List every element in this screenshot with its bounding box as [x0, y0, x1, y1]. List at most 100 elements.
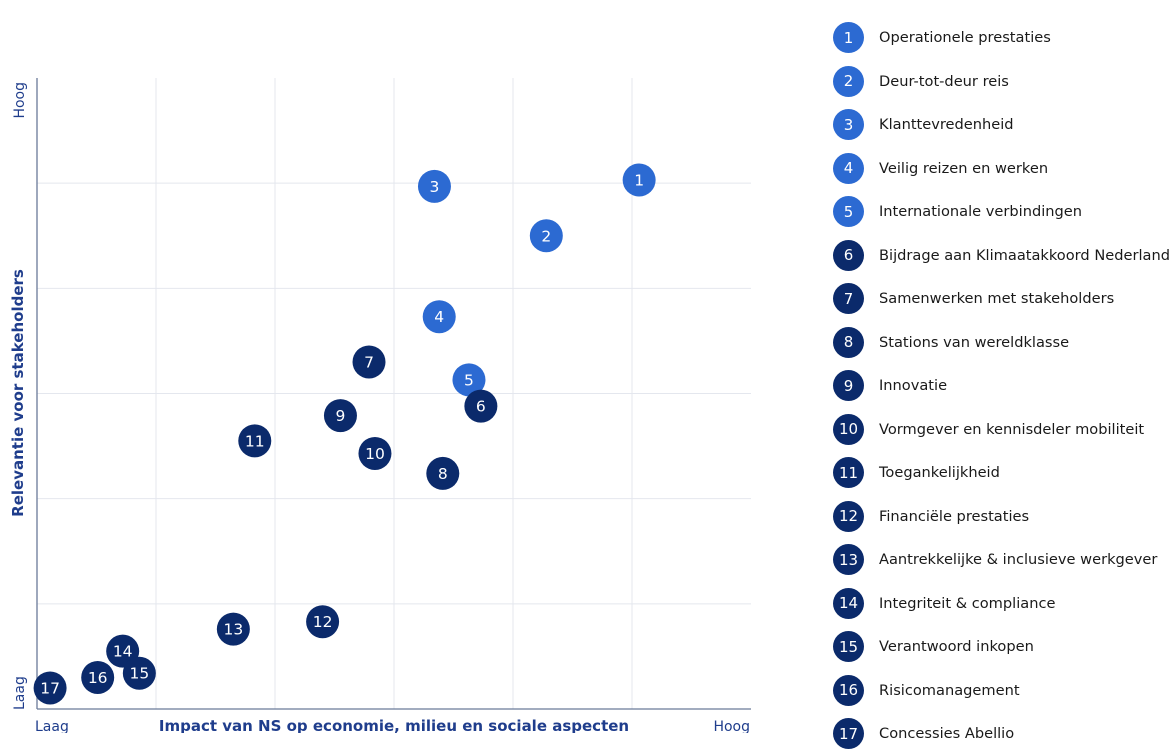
legend-label: Klanttevredenheid: [879, 116, 1014, 134]
data-point-number: 13: [223, 621, 243, 639]
y-axis-title: Relevantie voor stakeholders: [9, 269, 27, 517]
legend-number-badge: 4: [833, 152, 864, 184]
data-point-15: 15: [122, 656, 156, 690]
data-point-10: 10: [358, 436, 392, 470]
data-point-number: 10: [365, 445, 385, 463]
data-point-number: 3: [430, 178, 440, 196]
data-point-number: 4: [434, 308, 444, 326]
legend-item-6: 6 Bijdrage aan Klimaatakkoord Nederland: [833, 234, 1169, 278]
legend-label: Aantrekkelijke & inclusieve werkgever: [879, 551, 1158, 569]
data-point-marker: [464, 389, 498, 423]
legend-label: Toegankelijkheid: [879, 464, 1000, 482]
legend-label: Innovatie: [879, 377, 948, 395]
data-point-16: 16: [81, 660, 115, 694]
x-axis-title: Impact van NS op economie, milieu en soc…: [159, 717, 629, 733]
data-point-marker: [306, 605, 340, 639]
legend-number-badge: 17: [833, 718, 864, 750]
legend-item-15: 15 Verantwoord inkopen: [833, 625, 1169, 669]
data-point-13: 13: [216, 612, 250, 646]
data-point-number: 16: [88, 669, 108, 687]
legend-number-badge: 15: [833, 631, 864, 663]
data-point-number: 5: [464, 371, 474, 389]
data-point-marker: [81, 660, 115, 694]
legend-number-badge: 12: [833, 500, 864, 532]
data-point-2: 2: [529, 219, 563, 253]
legend-label: Risicomanagement: [879, 681, 1020, 699]
data-point-number: 15: [129, 665, 149, 683]
data-point-17: 17: [33, 671, 67, 705]
data-point-marker: [358, 436, 392, 470]
legend-label: Operationele prestaties: [879, 29, 1051, 47]
data-point-number: 9: [336, 407, 346, 425]
data-point-number: 7: [364, 353, 374, 371]
legend-label: Stations van wereldklasse: [879, 333, 1070, 351]
data-point-marker: [422, 300, 456, 334]
data-point-7: 7: [352, 345, 386, 379]
legend-number-badge: 11: [833, 457, 864, 489]
data-point-marker: [622, 163, 656, 197]
data-point-8: 8: [426, 456, 460, 490]
legend-item-10: 10 Vormgever en kennisdeler mobiliteit: [833, 408, 1169, 452]
legend-item-12: 12 Financiële prestaties: [833, 495, 1169, 539]
data-point-4: 4: [422, 300, 456, 334]
data-point-number: 8: [438, 465, 448, 483]
legend-item-13: 13 Aantrekkelijke & inclusieve werkgever: [833, 538, 1169, 582]
legend-item-8: 8 Stations van wereldklasse: [833, 321, 1169, 365]
legend-item-5: 5 Internationale verbindingen: [833, 190, 1169, 234]
legend-item-16: 16 Risicomanagement: [833, 669, 1169, 713]
legend-number-badge: 7: [833, 283, 864, 315]
x-axis-high-label: Hoog: [713, 719, 750, 733]
legend-number-badge: 5: [833, 196, 864, 228]
legend-number-badge: 9: [833, 370, 864, 402]
legend-label: Internationale verbindingen: [879, 203, 1083, 221]
legend-label: Deur-tot-deur reis: [879, 72, 1009, 90]
legend-item-9: 9 Innovatie: [833, 364, 1169, 408]
legend-label: Concessies Abellio: [879, 725, 1015, 743]
legend-item-17: 17 Concessies Abellio: [833, 712, 1169, 756]
legend-number-badge: 3: [833, 109, 864, 141]
legend-number-badge: 6: [833, 239, 864, 271]
legend-item-2: 2 Deur-tot-deur reis: [833, 60, 1169, 104]
data-point-number: 1: [634, 172, 644, 190]
data-point-marker: [122, 656, 156, 690]
legend-number-badge: 10: [833, 413, 864, 445]
data-point-marker: [417, 169, 451, 203]
legend-label: Vormgever en kennisdeler mobiliteit: [879, 420, 1145, 438]
legend-label: Integriteit & compliance: [879, 594, 1056, 612]
y-axis-low-label: Laag: [12, 676, 28, 710]
data-point-marker: [33, 671, 67, 705]
legend-number-badge: 2: [833, 65, 864, 97]
legend-item-1: 1 Operationele prestaties: [833, 16, 1169, 60]
legend-item-7: 7 Samenwerken met stakeholders: [833, 277, 1169, 321]
legend-number-badge: 16: [833, 674, 864, 706]
data-point-9: 9: [323, 399, 357, 433]
legend-item-4: 4 Veilig reizen en werken: [833, 147, 1169, 191]
data-point-number: 6: [476, 398, 486, 416]
data-point-marker: [529, 219, 563, 253]
legend-item-11: 11 Toegankelijkheid: [833, 451, 1169, 495]
data-point-marker: [238, 424, 272, 458]
data-point-number: 2: [541, 227, 551, 245]
legend-label: Verantwoord inkopen: [879, 638, 1034, 656]
data-point-marker: [323, 399, 357, 433]
data-point-3: 3: [417, 169, 451, 203]
data-point-12: 12: [306, 605, 340, 639]
data-point-6: 6: [464, 389, 498, 423]
data-point-marker: [216, 612, 250, 646]
legend-label: Veilig reizen en werken: [879, 159, 1049, 177]
data-point-marker: [426, 456, 460, 490]
legend-item-3: 3 Klanttevredenheid: [833, 103, 1169, 147]
y-axis-high-label: Hoog: [12, 82, 28, 119]
data-point-1: 1: [622, 163, 656, 197]
legend: 1 Operationele prestaties 2 Deur-tot-deur r…: [833, 16, 1169, 756]
data-point-number: 11: [245, 432, 265, 450]
legend-number-badge: 8: [833, 326, 864, 358]
data-point-number: 12: [313, 613, 333, 631]
legend-number-badge: 13: [833, 544, 864, 576]
legend-label: Bijdrage aan Klimaatakkoord Nederland: [879, 246, 1169, 264]
x-axis-low-label: Laag: [35, 719, 69, 733]
data-point-number: 17: [40, 679, 60, 697]
legend-label: Samenwerken met stakeholders: [879, 290, 1115, 308]
data-point-5: 5: [452, 363, 486, 397]
